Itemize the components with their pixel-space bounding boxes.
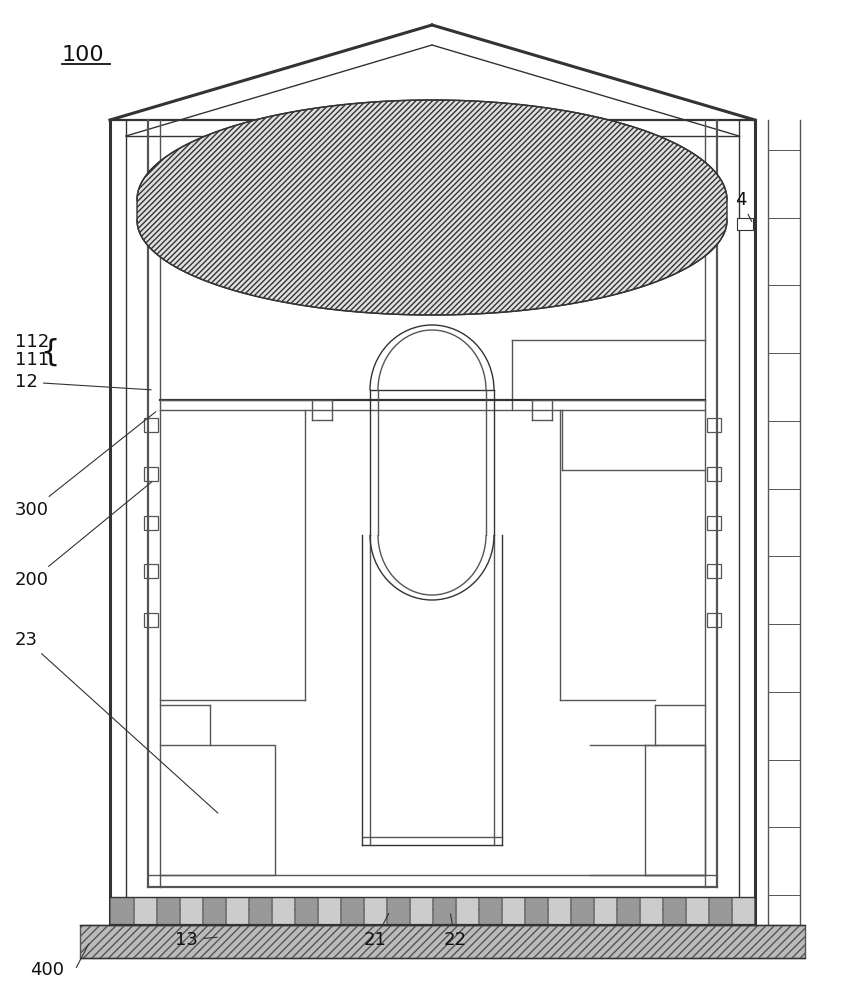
Bar: [707, 467, 721, 481]
Bar: [80, 925, 805, 958]
Text: 112: 112: [15, 333, 50, 351]
Bar: [640, 897, 663, 925]
Bar: [548, 897, 570, 925]
Bar: [144, 467, 158, 481]
Text: 400: 400: [30, 961, 64, 979]
Text: 300: 300: [15, 412, 156, 519]
Bar: [110, 897, 133, 925]
Text: 200: 200: [15, 482, 152, 589]
Bar: [226, 897, 247, 925]
Bar: [707, 613, 721, 627]
Bar: [271, 897, 294, 925]
Bar: [707, 418, 721, 432]
Bar: [203, 897, 224, 925]
Text: 21: 21: [364, 913, 389, 949]
Bar: [733, 897, 754, 925]
Text: 23: 23: [15, 631, 218, 813]
Text: {: {: [40, 338, 60, 366]
Bar: [502, 897, 524, 925]
Bar: [571, 897, 593, 925]
Bar: [707, 564, 721, 578]
Bar: [710, 897, 732, 925]
Bar: [341, 897, 363, 925]
Text: 111: 111: [15, 351, 49, 369]
Bar: [144, 564, 158, 578]
Bar: [410, 897, 432, 925]
Bar: [594, 897, 616, 925]
Bar: [525, 897, 547, 925]
Bar: [134, 897, 156, 925]
Text: 4: 4: [735, 191, 752, 222]
Bar: [249, 897, 270, 925]
Bar: [663, 897, 686, 925]
Bar: [433, 897, 455, 925]
Bar: [617, 897, 639, 925]
Bar: [479, 897, 501, 925]
Bar: [318, 897, 340, 925]
Text: 12: 12: [15, 373, 152, 391]
Bar: [294, 897, 317, 925]
Bar: [737, 218, 753, 230]
Bar: [144, 418, 158, 432]
Bar: [707, 516, 721, 530]
Polygon shape: [137, 100, 727, 315]
Text: 22: 22: [443, 914, 467, 949]
Text: 13: 13: [175, 931, 217, 949]
Bar: [144, 516, 158, 530]
Bar: [364, 897, 386, 925]
Text: 100: 100: [62, 45, 104, 65]
Bar: [387, 897, 409, 925]
Bar: [144, 613, 158, 627]
Bar: [456, 897, 478, 925]
Bar: [687, 897, 709, 925]
Bar: [157, 897, 179, 925]
Bar: [180, 897, 202, 925]
